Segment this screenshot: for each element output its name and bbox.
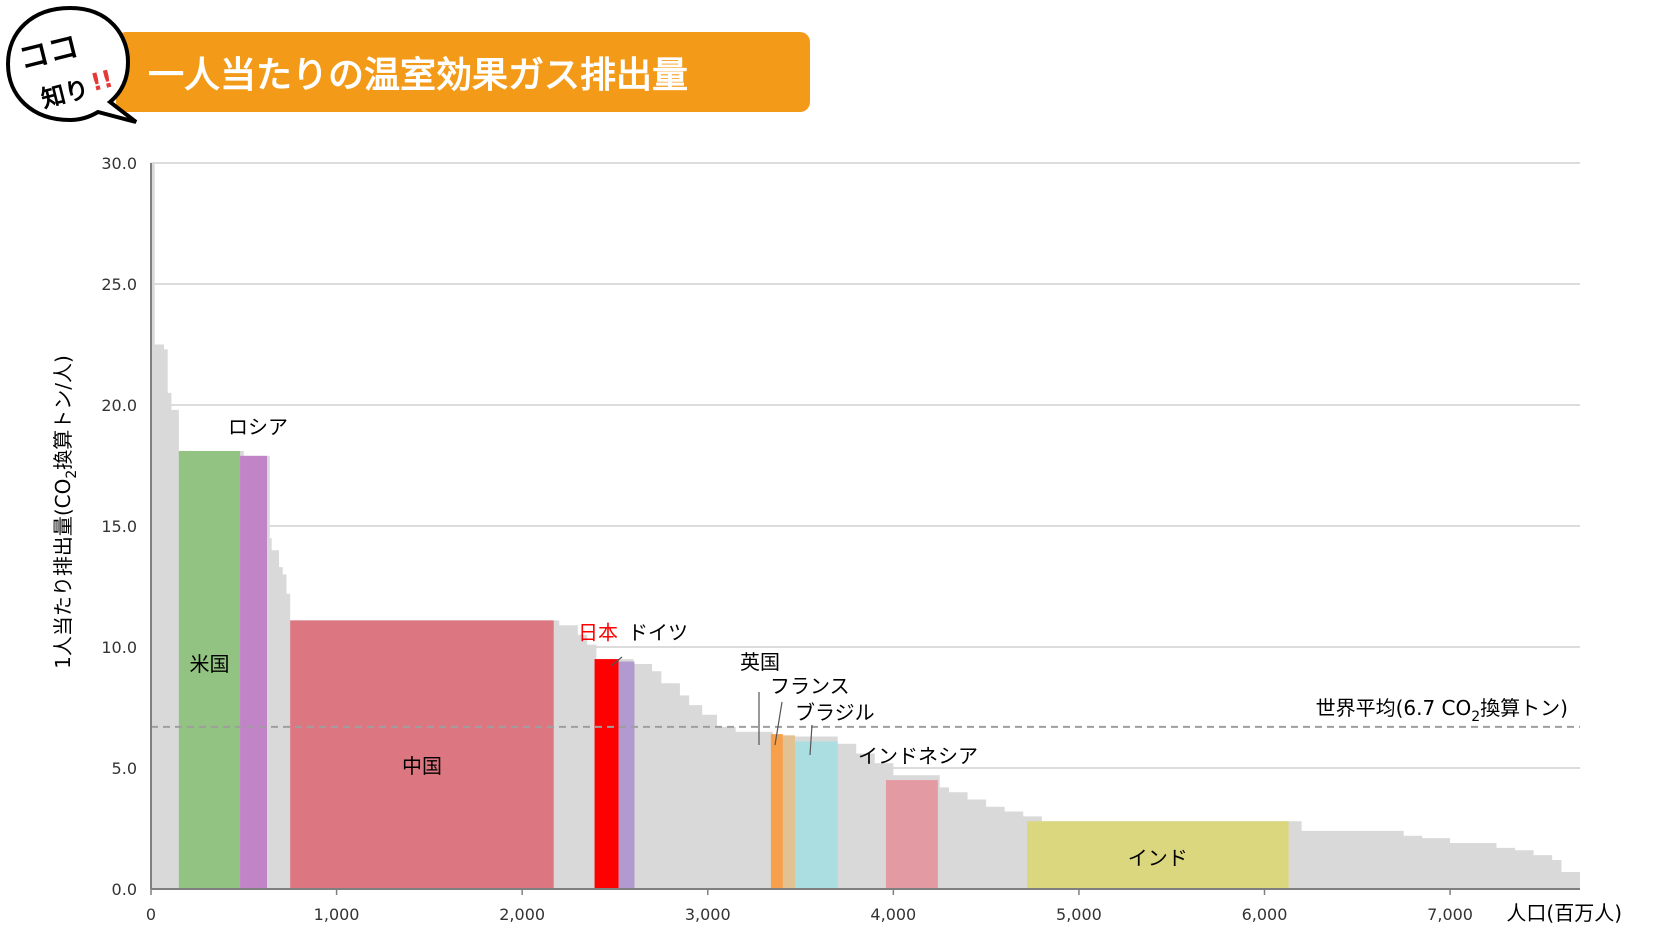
y-axis-title: 1人当たり排出量(CO2換算トン/人) xyxy=(51,355,80,669)
bar-country-1 xyxy=(240,455,267,889)
bar-country-0 xyxy=(178,450,241,889)
bar-country-8 xyxy=(885,780,938,889)
bar-country-3 xyxy=(594,659,619,889)
bar-country-2 xyxy=(290,620,554,889)
bar-country-6 xyxy=(782,735,795,889)
axes: 0.0 5.0 10.0 15.0 20.0 25.0 30.0 0 1,000 2,000 3,0… xyxy=(51,154,1622,925)
bar-country-9 xyxy=(1026,821,1289,889)
world-average-label-pre: 世界平均(6.7 CO xyxy=(1316,696,1472,720)
country-label-8: インドネシア xyxy=(858,744,978,768)
x-tick-label: 4,000 xyxy=(870,905,916,924)
x-tick-label: 1,000 xyxy=(314,905,360,924)
koko-shiri-badge: ココ 知り !! xyxy=(5,5,138,124)
x-tick-label: 5,000 xyxy=(1056,905,1102,924)
world-average-label-post: 換算トン) xyxy=(1480,696,1568,720)
y-axis-title-pre: 1人当たり排出量(CO xyxy=(51,479,75,669)
bar-country-5 xyxy=(770,734,783,889)
world-average: 世界平均(6.7 CO2換算トン) xyxy=(151,696,1580,728)
country-label-0: 米国 xyxy=(189,652,229,676)
country-label-6: フランス xyxy=(770,674,850,698)
leader-line xyxy=(774,701,783,746)
country-label-4: ドイツ xyxy=(628,621,688,645)
y-tick-label: 25.0 xyxy=(101,275,137,294)
country-label-1: ロシア xyxy=(228,415,288,439)
page-title: 一人当たりの温室効果ガス排出量 xyxy=(148,55,688,96)
country-label-2: 中国 xyxy=(402,754,442,778)
x-tick-label: 3,000 xyxy=(685,905,731,924)
leader-line xyxy=(610,656,623,667)
y-axis-title-post: 換算トン/人) xyxy=(51,355,75,470)
country-bars xyxy=(178,450,1289,889)
y-tick-label: 5.0 xyxy=(112,759,137,778)
y-axis-title-sub: 2 xyxy=(64,470,80,479)
country-label-5: 英国 xyxy=(740,650,780,674)
country-label-7: ブラジル xyxy=(795,701,875,725)
y-tick-label: 0.0 xyxy=(112,880,137,899)
x-axis-title: 人口(百万人) xyxy=(1506,901,1622,925)
y-tick-label: 10.0 xyxy=(101,638,137,657)
world-average-label-sub: 2 xyxy=(1471,709,1480,725)
y-tick-label: 15.0 xyxy=(101,517,137,536)
title-banner xyxy=(116,32,810,112)
bar-country-7 xyxy=(794,741,838,889)
country-label-3: 日本 xyxy=(578,621,618,645)
y-tick-label: 20.0 xyxy=(101,396,137,415)
x-tick-label: 0 xyxy=(146,905,156,924)
header: 一人当たりの温室効果ガス排出量 ココ 知り !! xyxy=(5,5,810,124)
speech-bubble-icon xyxy=(5,5,138,124)
bar-country-4 xyxy=(618,661,635,889)
leader-line xyxy=(809,724,813,756)
x-tick-label: 7,000 xyxy=(1427,905,1473,924)
world-average-label: 世界平均(6.7 CO2換算トン) xyxy=(1316,696,1568,725)
x-tick-label: 2,000 xyxy=(499,905,545,924)
country-label-9: インド xyxy=(1128,846,1188,870)
y-tick-label: 30.0 xyxy=(101,154,137,173)
x-tick-label: 6,000 xyxy=(1242,905,1288,924)
